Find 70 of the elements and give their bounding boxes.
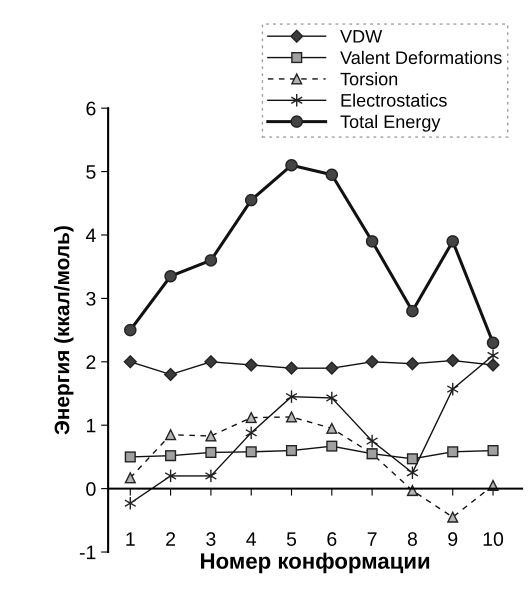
x-tick-label: 1	[126, 532, 135, 546]
x-tick-label: 10	[484, 532, 504, 546]
point	[406, 304, 419, 318]
x-tick-label: 7	[368, 532, 377, 546]
point	[124, 355, 137, 368]
point	[124, 472, 136, 484]
point	[165, 450, 176, 462]
point	[406, 453, 418, 464]
point	[204, 468, 218, 483]
point	[446, 354, 460, 368]
y-tick-label: 4	[86, 228, 96, 242]
point	[286, 445, 298, 456]
point	[164, 270, 177, 282]
point	[204, 355, 218, 368]
point	[246, 412, 257, 424]
y-tick-label: -1	[80, 546, 96, 560]
point	[446, 235, 459, 248]
y-tick-label: 2	[86, 355, 96, 369]
point	[205, 446, 216, 458]
point	[446, 382, 459, 396]
legend-label: Electrostatics	[342, 94, 447, 107]
point	[406, 466, 419, 480]
point	[245, 426, 258, 440]
x-tick-label: 5	[286, 532, 296, 546]
y-axis-title: Энергия (ккал/моль)	[54, 226, 74, 434]
point	[204, 254, 218, 267]
point	[124, 496, 136, 510]
point	[205, 430, 216, 442]
x-axis-title: Номер конформации	[201, 552, 430, 574]
point	[366, 235, 378, 248]
point	[326, 440, 338, 452]
point	[406, 484, 418, 496]
point	[164, 468, 177, 483]
point	[487, 445, 499, 456]
x-tick-label: 3	[206, 532, 216, 546]
x-tick-label: 8	[408, 532, 417, 546]
point	[246, 446, 257, 458]
y-tick-label: 5	[86, 165, 96, 179]
point	[447, 446, 458, 458]
y-tick-label: 1	[86, 418, 96, 432]
legend-label: VDW	[340, 30, 382, 43]
x-tick-label: 2	[166, 532, 176, 546]
point	[486, 358, 500, 372]
legend-label: Total Energy	[340, 114, 440, 132]
x-tick-label: 9	[448, 532, 458, 546]
point	[366, 355, 379, 368]
point	[124, 451, 136, 462]
point	[285, 158, 298, 172]
x-tick-label: 6	[327, 532, 336, 546]
point	[325, 362, 338, 375]
point	[326, 168, 338, 182]
point	[286, 411, 298, 423]
legend-label: Torsion	[340, 72, 398, 86]
point	[165, 429, 176, 440]
y-tick-label: 3	[86, 292, 96, 306]
point	[284, 362, 298, 375]
point	[244, 358, 258, 372]
point	[406, 357, 420, 370]
point	[486, 336, 500, 350]
legend-label: Valent Deformations	[340, 50, 502, 64]
y-tick-label: 0	[86, 482, 96, 496]
point	[164, 368, 178, 382]
point	[326, 422, 338, 434]
point	[447, 512, 458, 523]
y-tick-label: 6	[86, 102, 96, 116]
point	[326, 391, 338, 405]
point	[124, 324, 137, 336]
x-tick-label: 4	[246, 532, 256, 546]
point	[366, 434, 378, 448]
point	[244, 194, 258, 206]
